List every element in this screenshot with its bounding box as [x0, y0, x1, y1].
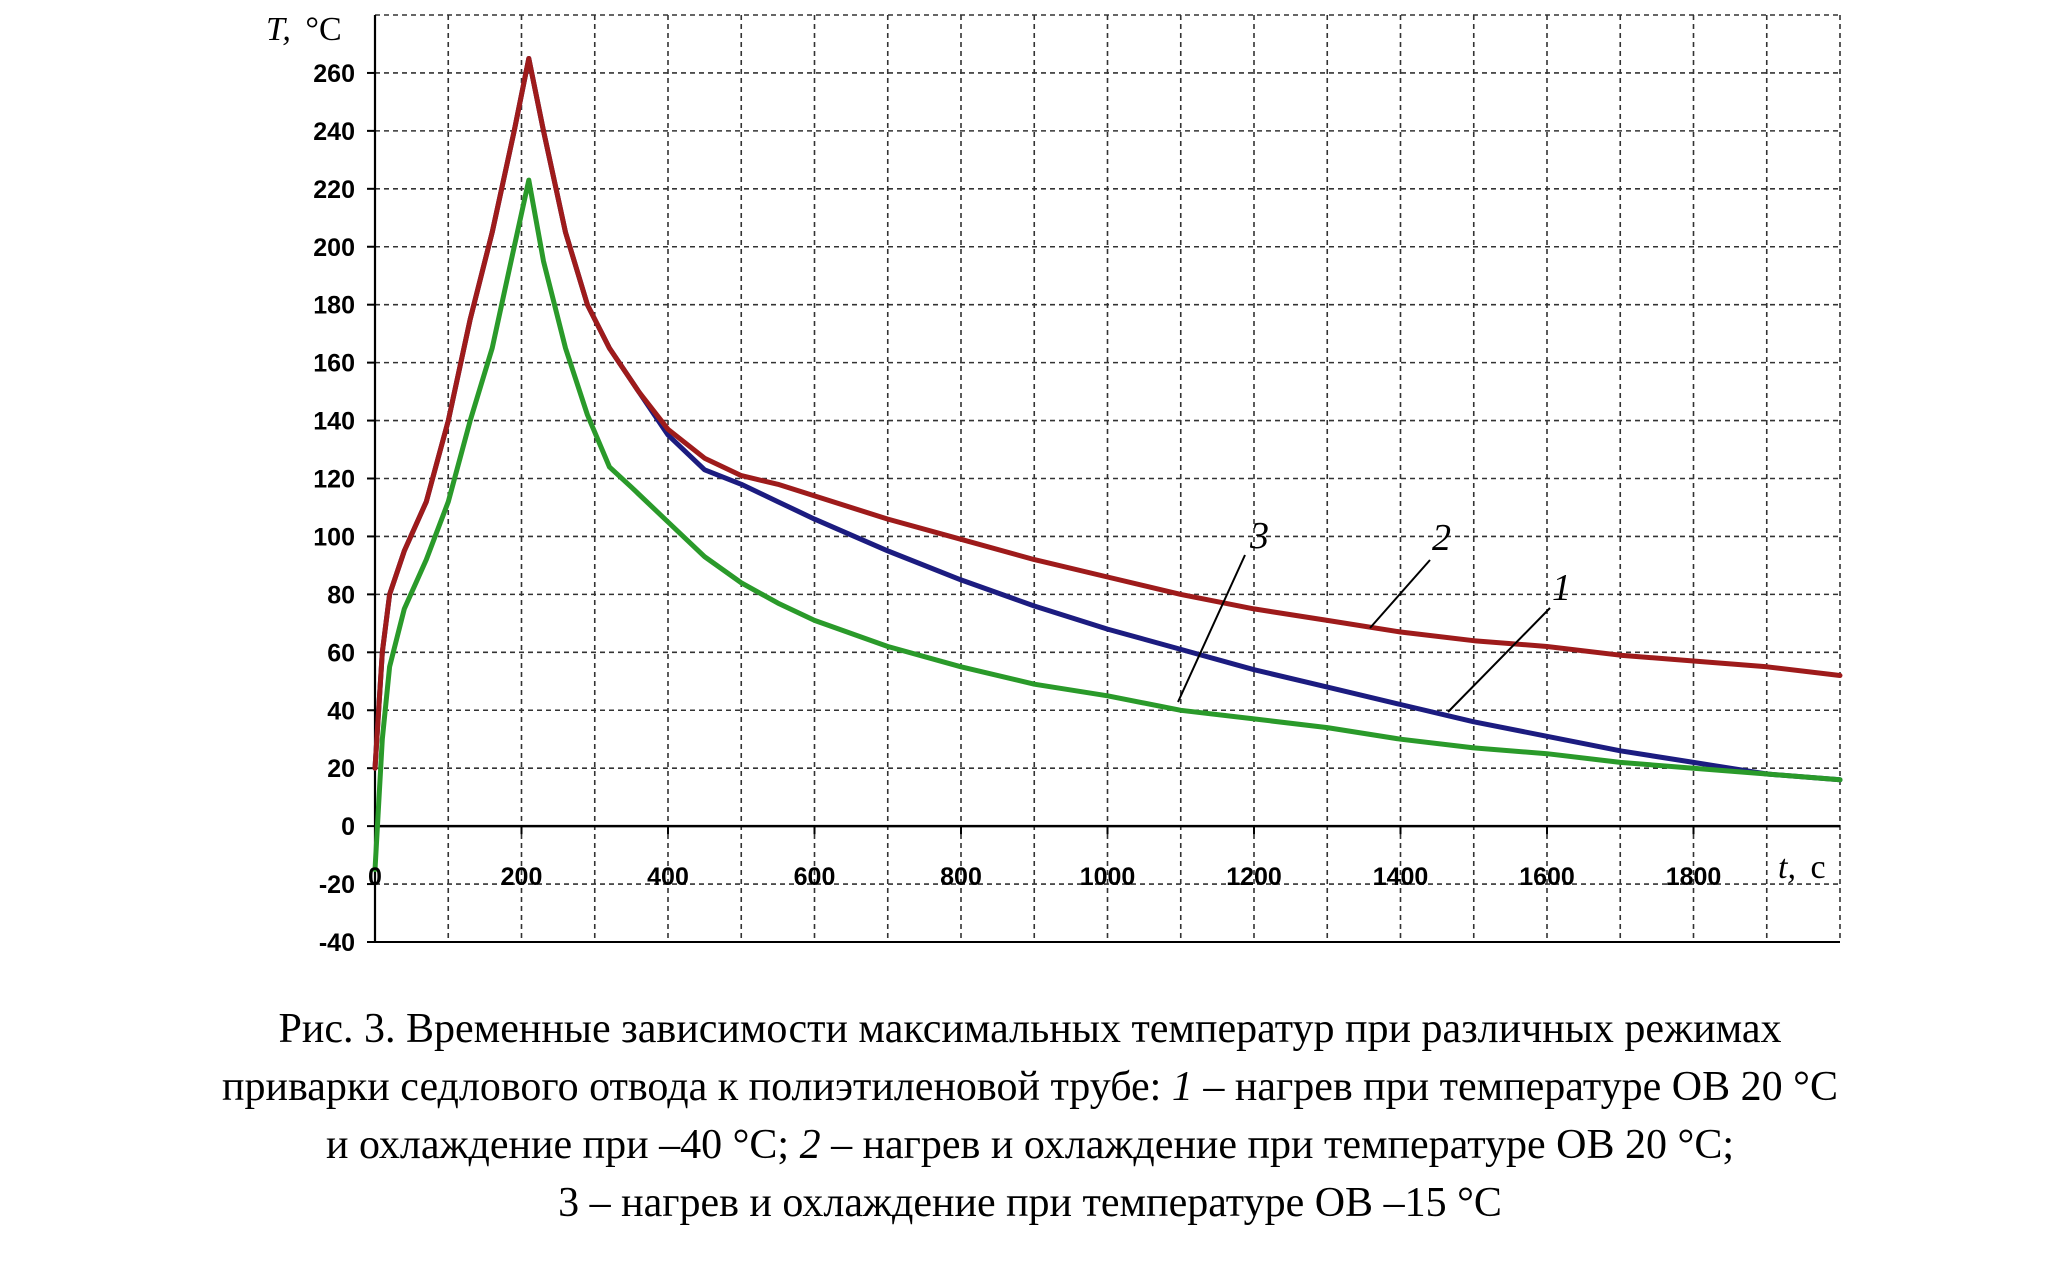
- x-tick-label: 0: [368, 863, 382, 891]
- leader-line-2: [1369, 559, 1431, 629]
- x-tick-label: 1200: [1226, 863, 1282, 891]
- y-tick-label: 160: [313, 350, 355, 378]
- series-line-1: [372, 56, 1843, 783]
- caption-line-2-end: – нагрев при температуре ОВ 20 °С: [1192, 1064, 1838, 1110]
- y-tick-label: 120: [313, 466, 355, 494]
- y-tick-label: -20: [319, 871, 355, 899]
- axes: [367, 15, 1840, 943]
- x-axis-title: t, c: [1778, 849, 1826, 886]
- curve-label-3: 3: [1249, 515, 1269, 557]
- x-tick-label: 1400: [1373, 863, 1429, 891]
- caption-series-1-number: 1: [1171, 1064, 1193, 1110]
- caption-line-3-end: – нагрев и охлаждение при температуре ОВ…: [820, 1122, 1735, 1168]
- y-tick-label: 80: [327, 581, 355, 609]
- y-tick-label: 180: [313, 292, 355, 320]
- x-axis-symbol: t,: [1778, 849, 1796, 886]
- caption-line-1: Рис. 3. Временные зависимости максимальн…: [278, 1006, 1782, 1052]
- figure-caption: Рис. 3. Временные зависимости максимальн…: [30, 1000, 2030, 1232]
- y-tick-label: 0: [341, 813, 355, 841]
- x-tick-label: 1000: [1080, 863, 1136, 891]
- y-tick-label: 20: [327, 755, 355, 783]
- leader-line-1: [1447, 607, 1551, 713]
- x-tick-label: 800: [940, 863, 982, 891]
- curve-label-2: 2: [1432, 517, 1451, 559]
- y-tick-label: 100: [313, 523, 355, 551]
- curve-label-1: 1: [1552, 567, 1571, 609]
- y-tick-label: -40: [319, 929, 355, 957]
- grid-lines: [375, 14, 1841, 942]
- y-axis-symbol: T,: [266, 11, 291, 48]
- x-tick-label: 600: [794, 863, 836, 891]
- temperature-chart: -40-200204060801001201401601802002202402…: [266, 11, 1843, 957]
- y-tick-label: 220: [313, 176, 355, 204]
- data-series: [372, 56, 1843, 873]
- tick-labels: -40-200204060801001201401601802002202402…: [313, 60, 1721, 957]
- y-tick-label: 140: [313, 408, 355, 436]
- caption-line-2: приварки седлового отвода к полиэтиленов…: [30, 1058, 2030, 1116]
- x-tick-label: 1800: [1666, 863, 1722, 891]
- caption-line-3: и охлаждение при –40 °С; 2 – нагрев и ох…: [30, 1116, 2030, 1174]
- x-tick-label: 1600: [1519, 863, 1575, 891]
- y-tick-label: 60: [327, 639, 355, 667]
- y-tick-label: 200: [313, 234, 355, 262]
- x-axis-unit: c: [1810, 849, 1825, 886]
- y-tick-label: 240: [313, 118, 355, 146]
- x-tick-label: 400: [647, 863, 689, 891]
- caption-series-2-number: 2: [799, 1122, 821, 1168]
- series-line-2: [372, 56, 1843, 771]
- x-tick-label: 200: [501, 863, 543, 891]
- y-tick-label: 40: [327, 697, 355, 725]
- leader-line-3: [1177, 554, 1246, 703]
- caption-line-4: 3 – нагрев и охлаждение при температуре …: [558, 1180, 1502, 1226]
- curve-label-leaders: [1177, 554, 1551, 713]
- series-line-3: [372, 177, 1843, 873]
- y-axis-unit: °C: [305, 11, 341, 48]
- y-tick-label: 260: [313, 60, 355, 88]
- caption-line-3-start: и охлаждение при –40 °С;: [325, 1122, 800, 1168]
- y-axis-title: T, °C: [266, 11, 342, 48]
- caption-line-2-start: приварки седлового отвода к полиэтиленов…: [222, 1064, 1172, 1110]
